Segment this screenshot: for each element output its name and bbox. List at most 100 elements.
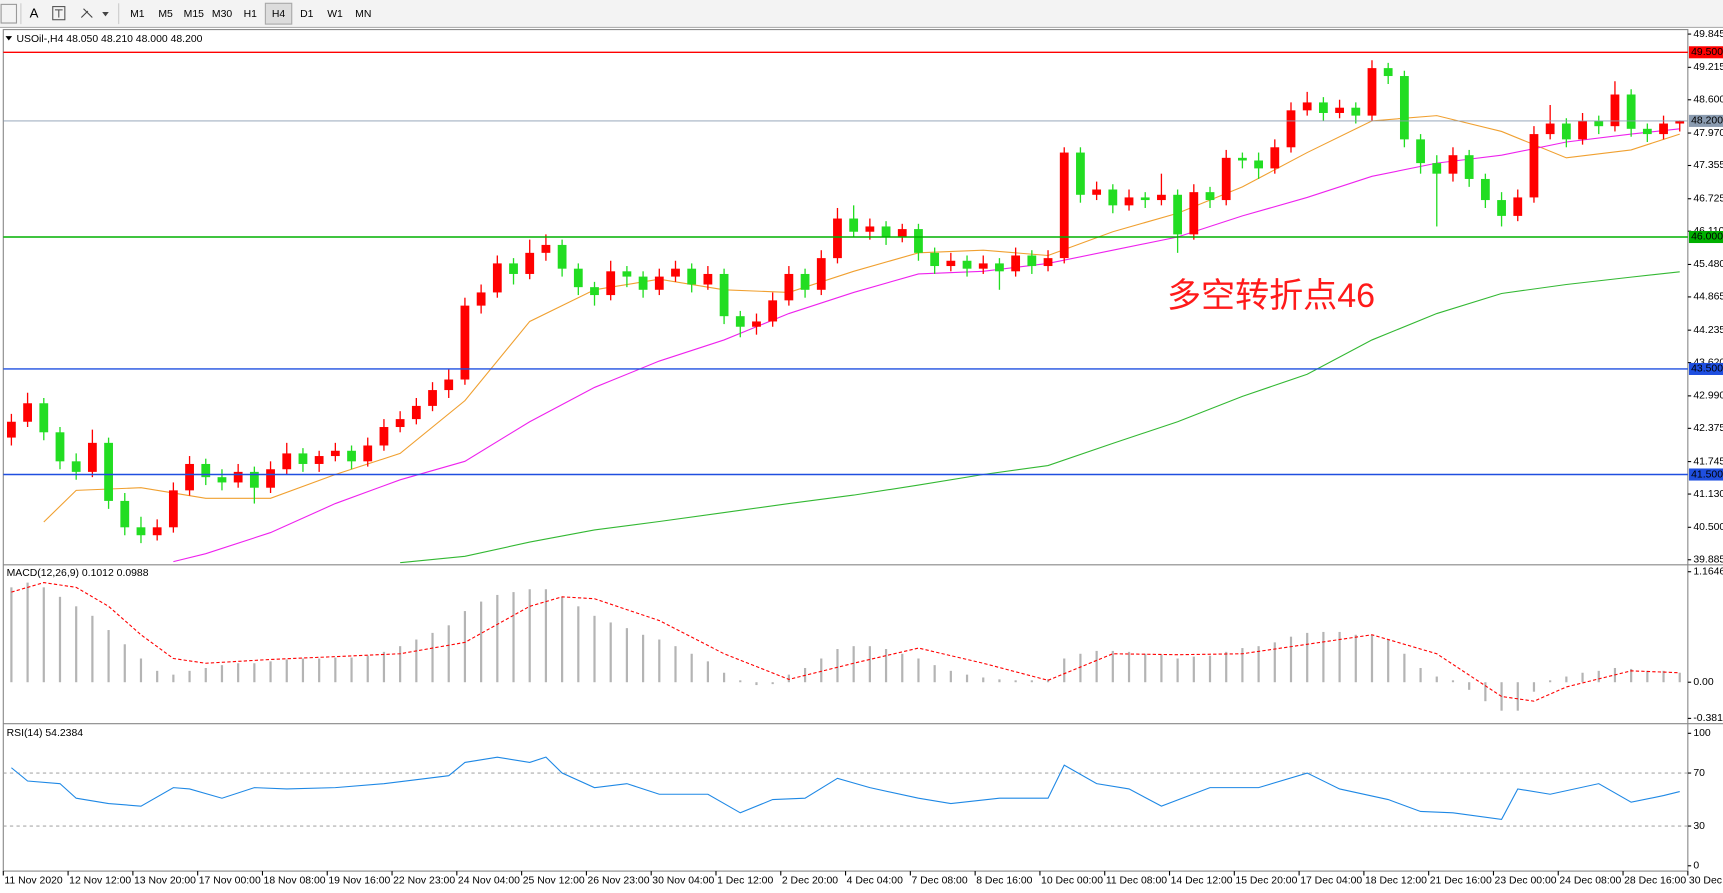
macd-bar <box>1338 631 1341 683</box>
candle-body <box>330 450 340 457</box>
macd-bar <box>1014 680 1017 683</box>
candle-body <box>638 276 648 290</box>
x-tick-label: 7 Dec 08:00 <box>911 876 967 887</box>
candle-body <box>1318 102 1328 113</box>
candle-body <box>509 263 518 274</box>
macd-bar <box>1516 682 1519 711</box>
macd-bar <box>10 587 13 683</box>
macd-bar <box>123 644 126 683</box>
y-tick-label: 41.745 <box>1693 456 1723 467</box>
macd-bar <box>1678 672 1681 683</box>
x-tick-label: 13 Nov 20:00 <box>134 876 196 887</box>
candle-body <box>87 442 97 472</box>
x-tick-label: 10 Dec 00:00 <box>1041 876 1103 887</box>
main-label: USOil-,H4 48.050 48.210 48.000 48.200 <box>16 34 202 45</box>
macd-bar <box>1403 653 1406 683</box>
timeframe-button[interactable]: M5 <box>152 3 178 24</box>
timeframe-button[interactable]: M15 <box>181 3 207 24</box>
y-tick-label: 43.620 <box>1693 357 1723 368</box>
macd-bar <box>139 658 143 683</box>
macd-bar <box>431 632 434 683</box>
candle-body <box>1497 200 1506 216</box>
macd-bar <box>641 634 645 683</box>
macd-bar <box>1144 653 1147 683</box>
macd-bar <box>334 657 337 683</box>
label-tool[interactable] <box>52 6 66 21</box>
candle-body <box>703 273 713 285</box>
timeframe-button[interactable]: W1 <box>322 3 348 24</box>
timeframe-button[interactable]: M30 <box>209 3 235 24</box>
timeframe-button[interactable]: H4 <box>264 2 293 25</box>
x-tick-label: 28 Dec 16:00 <box>1624 876 1686 887</box>
button-label: W1 <box>327 9 343 20</box>
macd-bar <box>1370 634 1374 683</box>
candle-body <box>411 405 421 420</box>
candle-body <box>865 226 875 232</box>
candle-body <box>1626 94 1636 129</box>
y-tick-label: 41.130 <box>1693 489 1723 500</box>
button-label: H1 <box>244 9 258 20</box>
y-tick-label: 42.990 <box>1693 391 1723 402</box>
macd-bar <box>949 670 952 683</box>
text-tool[interactable]: A <box>30 6 39 21</box>
macd-bar <box>609 622 612 683</box>
timeframe-button[interactable]: M1 <box>124 3 150 24</box>
timeframe-button[interactable]: MN <box>350 3 376 24</box>
button-label: D1 <box>300 9 314 20</box>
candle-body <box>1157 194 1166 201</box>
candle-body <box>39 403 49 433</box>
macd-bar <box>722 672 726 683</box>
candle-body <box>1432 163 1442 174</box>
macd-bar <box>1387 639 1390 683</box>
macd-bar <box>107 630 110 683</box>
candle-body <box>492 263 502 293</box>
dropdown[interactable] <box>102 12 109 17</box>
candle-body <box>606 271 616 296</box>
macd-bar <box>674 646 677 683</box>
macd-bar <box>1306 632 1309 683</box>
level-label: 49.500 <box>1691 47 1723 58</box>
timeframe-button[interactable]: H1 <box>237 3 263 24</box>
y-tick-label: 39.885 <box>1693 555 1723 566</box>
candle-body <box>1610 94 1620 127</box>
candle-body <box>395 419 405 428</box>
macd-bar <box>1063 658 1066 683</box>
button-label: M5 <box>158 9 173 20</box>
candle-body <box>1286 110 1296 148</box>
candle-body <box>800 273 810 290</box>
macd-bar <box>1273 642 1276 683</box>
candle-body <box>671 268 680 277</box>
macd-bar <box>1646 670 1649 683</box>
macd-bar <box>1468 682 1471 690</box>
candle-body <box>1092 189 1102 195</box>
macd-bar <box>544 589 548 683</box>
candle-body <box>1351 107 1361 116</box>
candle-body <box>1027 255 1037 267</box>
macd-bar <box>496 594 499 683</box>
macd-bar <box>58 596 62 683</box>
macd-bar <box>1030 680 1033 683</box>
rsi-plot <box>3 756 1688 827</box>
candle-body <box>233 471 243 483</box>
candle-body <box>1173 194 1183 235</box>
arrows-tool[interactable] <box>80 8 93 18</box>
candle-body <box>1529 134 1539 198</box>
x-tick-label: 1 Dec 12:00 <box>717 876 773 887</box>
macd-bar <box>1046 679 1050 683</box>
y-tick-label: 49.215 <box>1693 62 1723 73</box>
y-tick-label: 42.375 <box>1693 423 1723 434</box>
macd-bar <box>1630 668 1633 683</box>
candle-body <box>833 218 842 259</box>
macd-bar <box>301 658 305 683</box>
x-tick-label: 11 Dec 08:00 <box>1106 876 1167 887</box>
macd-bar <box>318 658 321 683</box>
x-tick-label: 17 Nov 00:00 <box>199 876 261 887</box>
macd-bar <box>836 649 839 683</box>
macd-bar <box>998 679 1001 683</box>
macd-bar <box>771 682 774 685</box>
candle-body <box>168 490 178 528</box>
timeframe-button[interactable]: D1 <box>294 3 320 24</box>
y-tick-label: -0.3812 <box>1693 713 1723 724</box>
menu-icon[interactable] <box>0 3 18 24</box>
macd-bar <box>658 639 661 683</box>
